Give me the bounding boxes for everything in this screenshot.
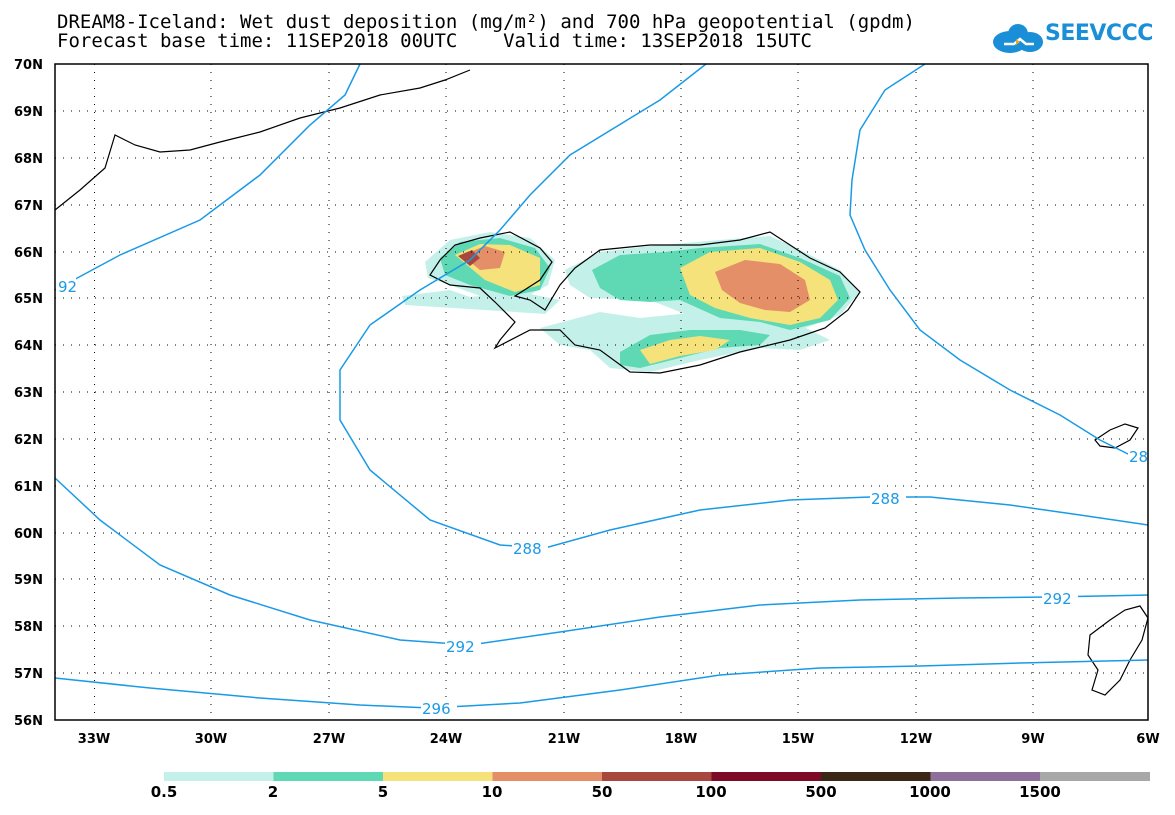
longitude-axis: 33W 30W 27W 24W 21W 18W 15W 12W 9W 6W: [78, 732, 1160, 747]
greenland-coastline: [54, 69, 471, 211]
legend-swatch: [383, 772, 493, 781]
contour-label: 292: [1043, 590, 1072, 608]
legend-label: 10: [481, 783, 503, 801]
lat-label: 61N: [14, 480, 43, 495]
contour-label: 296: [422, 700, 451, 718]
lon-label: 6W: [1136, 732, 1159, 747]
lon-label: 12W: [900, 732, 932, 747]
geopotential-contours: [54, 63, 1149, 709]
legend-swatch: [821, 772, 931, 781]
legend-swatch: [1040, 772, 1150, 781]
lat-label: 62N: [14, 433, 43, 448]
lat-label: 60N: [14, 527, 43, 542]
contour-292-north: [54, 63, 361, 291]
legend-swatch: [711, 772, 822, 781]
lat-label: 69N: [14, 105, 43, 120]
graticule: [55, 64, 1148, 720]
contour-288-east: [849, 63, 1131, 456]
contour-label: 28: [1129, 448, 1148, 466]
contour-label: 288: [871, 490, 900, 508]
legend-swatch: [164, 772, 274, 781]
lat-label: 63N: [14, 386, 43, 401]
lon-label: 24W: [430, 732, 462, 747]
lat-label: 66N: [14, 246, 43, 261]
contour-labels: 92 288 288 292 292 296 28: [56, 278, 1148, 718]
cloud-icon: [993, 24, 1043, 53]
lat-label: 64N: [14, 339, 43, 354]
legend-label: 2: [267, 783, 279, 801]
scotland-coastline: [1087, 605, 1149, 696]
latitude-axis: 70N 69N 68N 67N 66N 65N 64N 63N 62N 61N …: [14, 58, 43, 729]
dust-band-5: [640, 336, 730, 364]
dust-band-10: [715, 260, 810, 312]
lat-label: 65N: [14, 292, 43, 307]
map-title: DREAM8-Iceland: Wet dust deposition (mg/…: [57, 11, 915, 33]
legend-label: 100: [695, 783, 727, 801]
lat-label: 70N: [14, 58, 43, 73]
lat-label: 56N: [14, 714, 43, 729]
legend-label: 500: [805, 783, 837, 801]
dust-band-50: [458, 250, 480, 266]
contour-292: [54, 477, 1149, 646]
contour-label: 92: [58, 278, 77, 296]
legend-label: 0.5: [150, 783, 178, 801]
lat-label: 67N: [14, 199, 43, 214]
legend-label: 1000: [909, 783, 951, 801]
contour-label: 292: [446, 638, 475, 656]
logo-text: SEEVCCC: [1045, 21, 1153, 46]
faroe-shetland-coastline: [1094, 423, 1139, 449]
map-frame: [54, 63, 1149, 721]
lon-label: 30W: [195, 732, 227, 747]
lon-label: 33W: [78, 732, 110, 747]
contour-296: [54, 659, 1149, 709]
legend-label: 50: [591, 783, 613, 801]
legend-swatch: [930, 772, 1041, 781]
seevccc-logo: [993, 24, 1043, 53]
lat-label: 58N: [14, 620, 43, 635]
contour-label: 288: [513, 540, 542, 558]
legend-label: 5: [377, 783, 389, 801]
lon-label: 9W: [1021, 732, 1044, 747]
lon-label: 18W: [665, 732, 697, 747]
legend-swatch: [602, 772, 712, 781]
color-legend: [164, 772, 1150, 781]
iceland-coastline: [429, 231, 861, 374]
lat-label: 68N: [14, 152, 43, 167]
lat-label: 57N: [14, 667, 43, 682]
legend-label: 1500: [1019, 783, 1061, 801]
coastlines: [54, 69, 1149, 696]
lon-label: 15W: [782, 732, 814, 747]
lon-label: 21W: [548, 732, 580, 747]
lat-label: 59N: [14, 573, 43, 588]
lon-label: 27W: [313, 732, 345, 747]
dust-deposition-field: [402, 232, 860, 372]
map-subtitle: Forecast base time: 11SEP2018 00UTC Vali…: [57, 30, 812, 52]
legend-swatch: [273, 772, 384, 781]
legend-swatch: [492, 772, 603, 781]
